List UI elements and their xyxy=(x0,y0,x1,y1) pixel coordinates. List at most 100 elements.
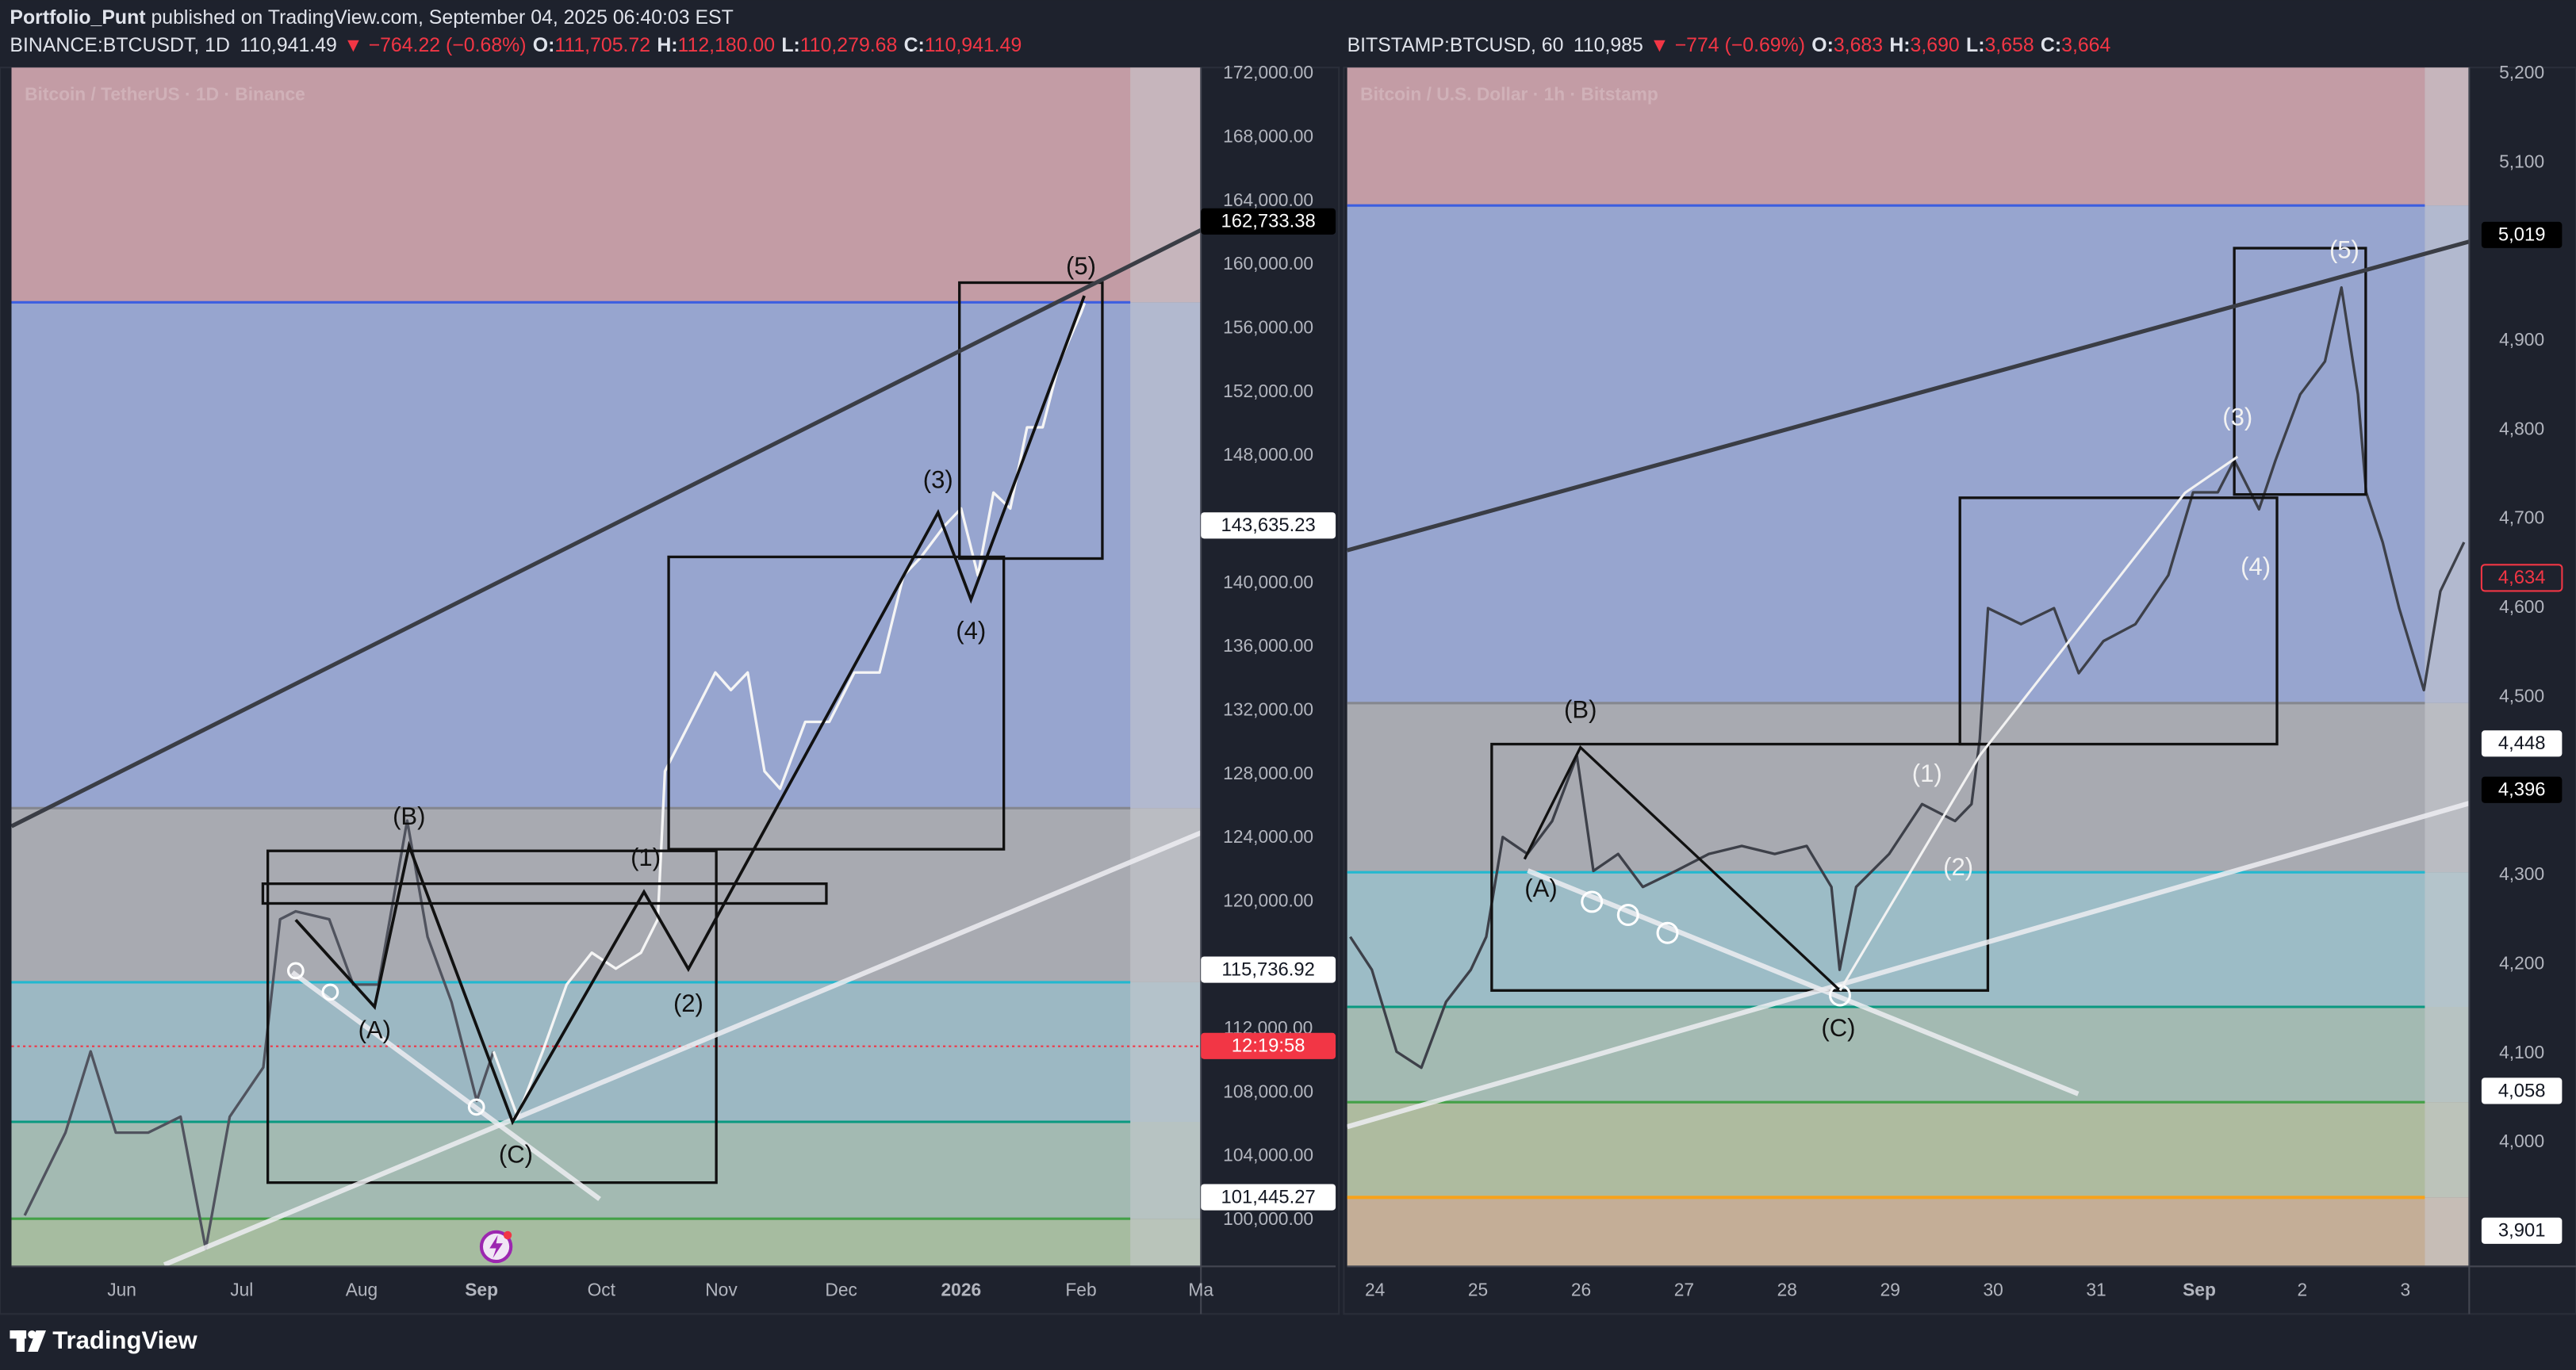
wave-label: (C) xyxy=(1821,1014,1855,1042)
wave-label: (5) xyxy=(2329,235,2359,263)
wave-labels: (A) (B) (C) (1) (2) (3) (4) (5) xyxy=(1524,235,2359,1042)
x-tick-label: Jul xyxy=(230,1279,253,1299)
price-label: 101,445.27 xyxy=(1221,1186,1316,1207)
price-label: 3,901 xyxy=(2498,1220,2546,1242)
y-tick-label: 128,000.00 xyxy=(1223,763,1313,783)
price-label-bg xyxy=(2481,776,2563,803)
wave-label: (2) xyxy=(1943,853,1973,881)
y-tick-label: 4,500 xyxy=(2499,685,2544,706)
price-line xyxy=(492,302,1087,1119)
symbol-header: BINANCE:BTCUSDT, 1D 110,941.49 ▼ −764.22 (… xyxy=(10,35,1022,56)
price-label: 162,733.38 xyxy=(1221,211,1316,232)
author: Portfolio_Punt xyxy=(10,7,145,29)
x-tick-label: Ma xyxy=(1188,1279,1213,1299)
price-label: 4,058 xyxy=(2498,1080,2546,1101)
y-tick-label: 140,000.00 xyxy=(1223,572,1313,592)
wave-label: (1) xyxy=(631,844,661,871)
publish-line: Portfolio_Punt published on TradingView.… xyxy=(10,7,733,29)
wave-label: (1) xyxy=(1912,760,1942,787)
ohlc-label: C: xyxy=(904,35,925,56)
ohlc-label: O: xyxy=(1811,35,1834,56)
y-tick-label: 4,900 xyxy=(2499,329,2544,350)
zones xyxy=(11,67,1202,1267)
ohlc-value: 3,690 xyxy=(1911,35,1960,56)
x-tick-label: 29 xyxy=(1880,1279,1900,1299)
price-label-bg xyxy=(2481,221,2563,248)
x-tick-label: Sep xyxy=(465,1279,498,1299)
wave-label: (3) xyxy=(923,465,953,493)
price-label-bg xyxy=(1201,512,1336,539)
ohlc-value: 3,664 xyxy=(2061,35,2110,56)
y-tick-label: 4,100 xyxy=(2499,1042,2544,1062)
ohlc-label: C: xyxy=(2041,35,2061,56)
ohlc-value: 3,683 xyxy=(1834,35,1883,56)
price-label-bg xyxy=(1201,1184,1336,1211)
x-tick-label: 28 xyxy=(1777,1279,1797,1299)
brand: TradingView xyxy=(52,1326,197,1354)
price-label-bg xyxy=(1201,1032,1336,1059)
x-tick-label: Aug xyxy=(346,1279,378,1299)
y-tick-label: 100,000.00 xyxy=(1223,1208,1313,1229)
price-label-bg xyxy=(1201,956,1336,983)
symbol: BITSTAMP:BTCUSD, 60 xyxy=(1347,35,1564,56)
ohlc-value: 112,180.00 xyxy=(678,35,776,56)
x-tick-label: 27 xyxy=(1674,1279,1694,1299)
wave-label: (4) xyxy=(2241,553,2271,580)
price-label: 4,448 xyxy=(2498,733,2546,754)
ohlc-label: L: xyxy=(781,35,799,56)
price-label: 4,396 xyxy=(2498,779,2546,801)
ohlc-label: L: xyxy=(1966,35,1984,56)
y-tick-label: 164,000.00 xyxy=(1223,189,1313,210)
price-label-bg xyxy=(1201,208,1336,235)
x-tick-label: Sep xyxy=(2183,1279,2216,1299)
y-tick-label: 4,200 xyxy=(2499,952,2544,973)
x-tick-label: 3 xyxy=(2400,1279,2410,1299)
wave-label: (B) xyxy=(1564,695,1597,723)
x-tick-label: 31 xyxy=(2086,1279,2106,1299)
x-tick-label: Oct xyxy=(588,1279,616,1299)
y-tick-label: 4,300 xyxy=(2499,863,2544,884)
wave-label: (5) xyxy=(1066,252,1096,280)
wave-label: (A) xyxy=(1524,874,1557,902)
price-label-bg xyxy=(2481,730,2563,757)
wave-labels: (A) (B) (C) (1) (2) (3) (4) (5) xyxy=(358,252,1096,1169)
zones xyxy=(1347,67,2470,1267)
price-label: 143,635.23 xyxy=(1221,515,1316,536)
price-label: 5,019 xyxy=(2498,224,2546,246)
wave-label: (C) xyxy=(499,1141,533,1169)
y-tick-label: 168,000.00 xyxy=(1223,126,1313,147)
price-label: 4,634 xyxy=(2498,567,2546,588)
y-tick-label: 4,800 xyxy=(2499,418,2544,438)
wave-label: (B) xyxy=(393,802,425,830)
x-tick-label: 24 xyxy=(1365,1279,1385,1299)
x-tick-label: 2026 xyxy=(941,1279,982,1299)
wave-label: (3) xyxy=(2222,404,2252,431)
ohlc-value: 3,658 xyxy=(1984,35,2034,56)
y-tick-label: 120,000.00 xyxy=(1223,890,1313,910)
price-label-bg xyxy=(2480,564,2563,592)
ohlc-value: 110,279.68 xyxy=(800,35,898,56)
annotations xyxy=(1347,239,2470,1130)
x-tick-label: 30 xyxy=(1983,1279,2003,1299)
change: ▼ −774 (−0.69%) xyxy=(1650,35,1805,56)
logo xyxy=(10,1330,46,1352)
y-tick-label: 152,000.00 xyxy=(1223,381,1313,401)
price-line xyxy=(23,819,495,1250)
annotations xyxy=(11,228,1202,1267)
y-tick-label: 160,000.00 xyxy=(1223,253,1313,274)
ohlc-value: 110,941.49 xyxy=(925,35,1022,56)
x-tick-label: 2 xyxy=(2298,1279,2308,1299)
wave-label: (4) xyxy=(956,617,986,645)
ohlc-label: O: xyxy=(533,35,555,56)
y-tick-label: 136,000.00 xyxy=(1223,635,1313,656)
x-tick-label: 25 xyxy=(1468,1279,1488,1299)
wave-label: (2) xyxy=(673,989,703,1017)
y-tick-label: 5,100 xyxy=(2499,151,2544,171)
chart-title: Bitcoin / TetherUS · 1D · Binance xyxy=(25,83,305,104)
last-price: 110,941.49 xyxy=(240,35,337,56)
ohlc-label: H: xyxy=(657,35,677,56)
x-tick-label: Nov xyxy=(705,1279,738,1299)
price-label: 115,736.92 xyxy=(1221,959,1314,980)
y-tick-label: 4,000 xyxy=(2499,1131,2544,1151)
